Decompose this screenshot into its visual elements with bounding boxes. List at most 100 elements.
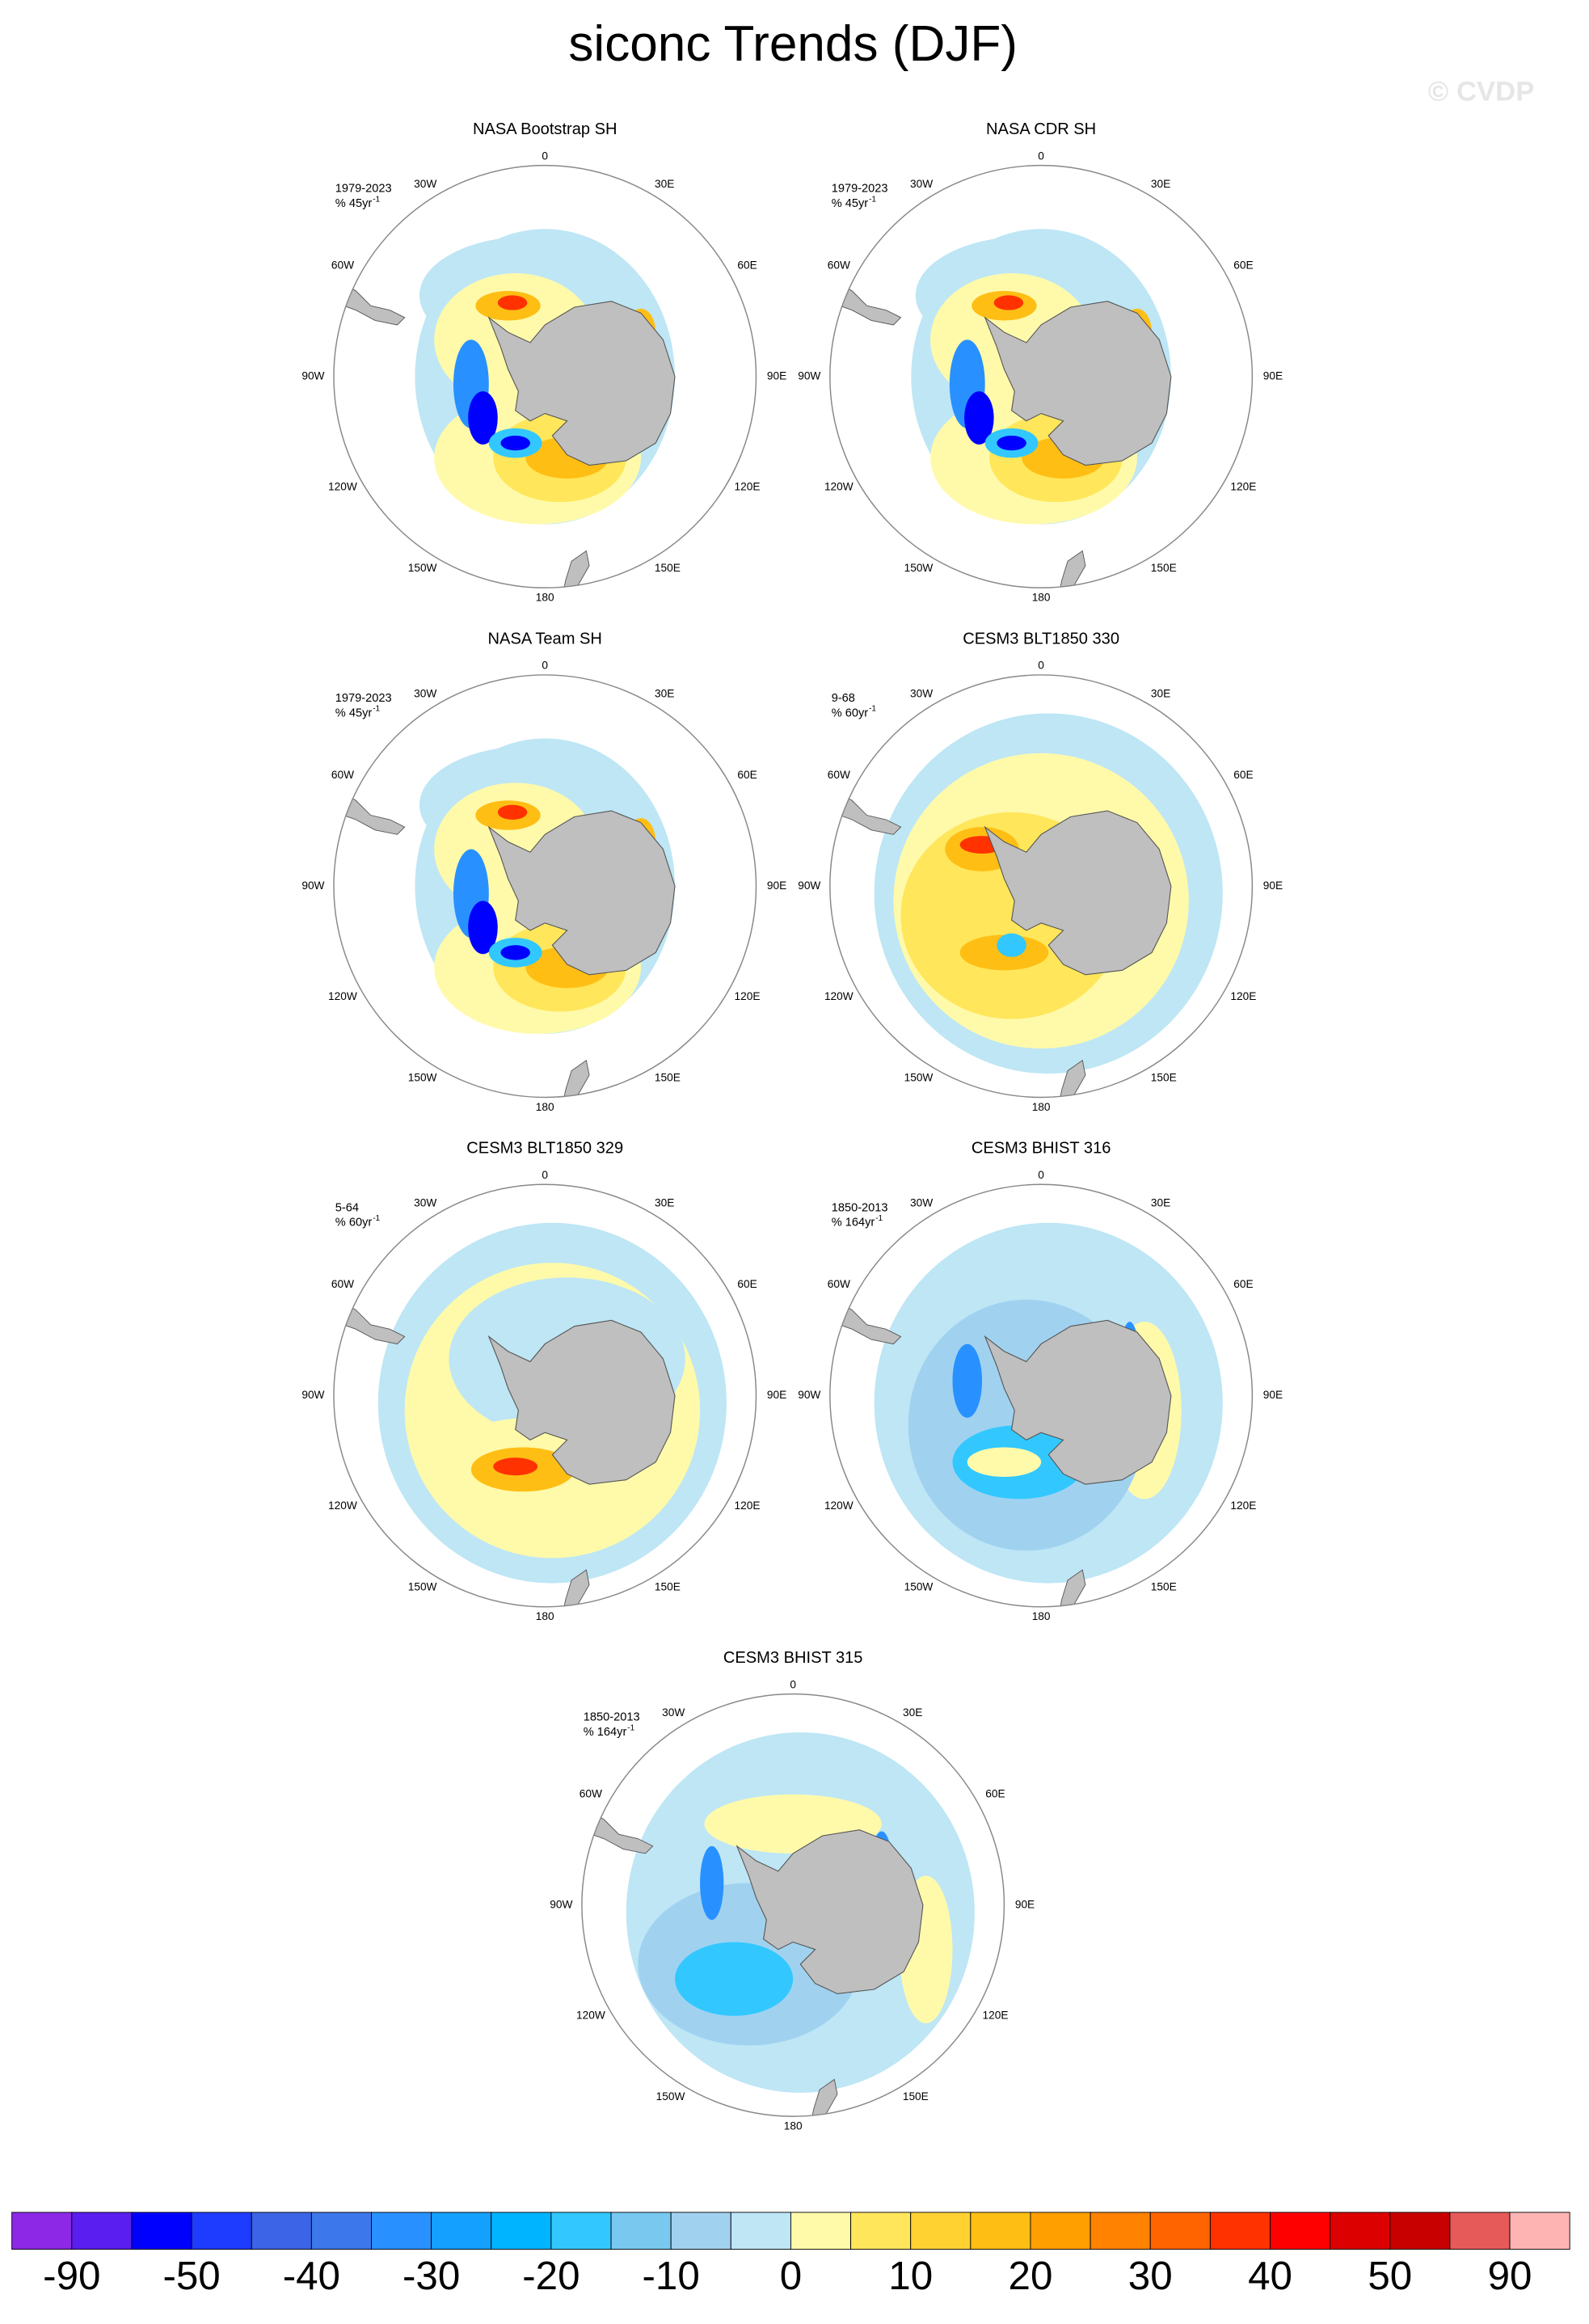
longitude-label: 120E xyxy=(735,481,761,493)
colorbar-box xyxy=(191,2212,252,2250)
longitude-label: 30E xyxy=(1151,687,1170,699)
longitude-label: 90E xyxy=(767,1389,786,1401)
longitude-label: 120E xyxy=(1230,481,1256,493)
longitude-label: 120W xyxy=(328,990,357,1002)
colorbar-box xyxy=(610,2212,672,2250)
longitude-label: 180 xyxy=(536,1101,554,1113)
map-boundary xyxy=(829,164,1254,588)
units-label: % 164yr xyxy=(584,1726,627,1739)
map-boundary xyxy=(333,1183,757,1608)
longitude-label: 90E xyxy=(1015,1898,1035,1910)
units-exponent: -1 xyxy=(869,195,876,204)
longitude-label: 90W xyxy=(301,1389,324,1401)
colorbar-box xyxy=(1030,2212,1091,2250)
panel-title: CESM3 BHIST 315 xyxy=(723,1649,863,1667)
colorbar-label: -40 xyxy=(283,2254,340,2298)
longitude-label: 30E xyxy=(1151,1197,1170,1209)
colorbar-label: -90 xyxy=(43,2254,100,2298)
longitude-label: 120W xyxy=(576,2010,605,2022)
units-exponent: -1 xyxy=(373,705,380,714)
longitude-label: 90W xyxy=(550,1898,572,1910)
map-boundary xyxy=(829,674,1254,1099)
longitude-label: 120W xyxy=(824,1499,854,1512)
map-panel: NASA Team SH 0 30E 60E 90E 120E 150E 180 150W 120… xyxy=(301,630,786,1112)
map-boundary xyxy=(829,1183,1254,1608)
longitude-label: 30W xyxy=(910,687,933,699)
new-zealand xyxy=(562,550,590,588)
longitude-label: 60W xyxy=(828,1278,850,1290)
south-america xyxy=(582,1808,654,1854)
colorbar-box xyxy=(431,2212,492,2250)
units-label: % 45yr xyxy=(832,197,869,210)
map-panel: CESM3 BHIST 316 0 30E 60E 90E 120E 150E 180 150W… xyxy=(798,1140,1283,1622)
longitude-label: 60E xyxy=(737,259,757,271)
period-label: 1850-2013 xyxy=(832,1201,888,1214)
units-exponent: -1 xyxy=(373,195,380,204)
field-patch xyxy=(497,804,528,820)
longitude-label: 180 xyxy=(1032,1101,1051,1113)
longitude-label: 0 xyxy=(1038,150,1044,162)
longitude-label: 150W xyxy=(408,1581,437,1593)
map-panel: NASA CDR SH 0 30E 60E 90E 120E 150E 180 150W 120W… xyxy=(798,120,1283,603)
colorbar: -90 -50 -40 -30 -20 -10 0 10 20 30 40 50 90 xyxy=(11,2212,1570,2298)
longitude-label: 30W xyxy=(414,687,436,699)
longitude-label: 60W xyxy=(331,769,354,781)
south-america xyxy=(334,1298,406,1345)
field-patch xyxy=(952,1343,983,1418)
longitude-label: 180 xyxy=(536,1610,554,1622)
map-panel: CESM3 BHIST 315 0 30E 60E 90E 120E 150E 180 150W… xyxy=(550,1649,1035,2132)
longitude-label: 150W xyxy=(408,1071,437,1083)
period-label: 5-64 xyxy=(335,1201,359,1214)
longitude-label: 180 xyxy=(1032,592,1051,604)
longitude-label: 90W xyxy=(798,370,820,382)
longitude-label: 60W xyxy=(828,769,850,781)
units-exponent: -1 xyxy=(869,705,876,714)
colorbar-box xyxy=(71,2212,133,2250)
longitude-label: 60W xyxy=(580,1787,602,1799)
colorbar-label: -10 xyxy=(643,2254,700,2298)
colorbar-box xyxy=(1389,2212,1451,2250)
new-zealand xyxy=(1058,550,1086,588)
longitude-label: 60E xyxy=(1233,1278,1253,1290)
colorbar-label: 50 xyxy=(1368,2254,1412,2298)
colorbar-box xyxy=(730,2212,791,2250)
longitude-label: 90W xyxy=(301,879,324,892)
colorbar-label: 10 xyxy=(888,2254,933,2298)
south-america xyxy=(334,280,406,326)
panel-title: CESM3 BLT1850 329 xyxy=(466,1140,623,1158)
field-patch xyxy=(993,295,1024,310)
field-patch xyxy=(500,435,530,451)
longitude-label: 0 xyxy=(790,1678,796,1690)
watermark: © CVDP xyxy=(1428,76,1535,107)
trend-field xyxy=(830,1222,1223,1607)
colorbar-box xyxy=(491,2212,552,2250)
colorbar-box xyxy=(1449,2212,1511,2250)
longitude-label: 120W xyxy=(824,990,854,1002)
period-label: 1850-2013 xyxy=(584,1711,640,1724)
longitude-label: 60W xyxy=(331,259,354,271)
longitude-label: 150W xyxy=(408,562,437,574)
longitude-label: 30W xyxy=(414,178,436,190)
longitude-label: 90E xyxy=(767,879,786,892)
colorbar-box xyxy=(1149,2212,1211,2250)
period-label: 1979-2023 xyxy=(832,183,888,196)
map-boundary xyxy=(333,164,757,588)
south-america xyxy=(830,1298,902,1345)
longitude-label: 150W xyxy=(656,2090,685,2103)
field-patch xyxy=(468,391,498,445)
units-label: % 60yr xyxy=(335,1217,373,1229)
field-patch xyxy=(700,1845,724,1921)
field-patch xyxy=(468,900,498,955)
longitude-label: 30E xyxy=(655,178,674,190)
longitude-label: 180 xyxy=(1032,1610,1051,1622)
longitude-label: 150E xyxy=(1151,1071,1177,1083)
field-patch xyxy=(497,295,528,310)
longitude-label: 120W xyxy=(824,481,854,493)
south-america xyxy=(830,280,902,326)
map-boundary xyxy=(581,1693,1005,2117)
longitude-label: 60E xyxy=(737,1278,757,1290)
units-label: % 45yr xyxy=(335,197,373,210)
colorbar-label: -30 xyxy=(403,2254,460,2298)
longitude-label: 150W xyxy=(904,1071,934,1083)
longitude-label: 0 xyxy=(542,660,548,672)
